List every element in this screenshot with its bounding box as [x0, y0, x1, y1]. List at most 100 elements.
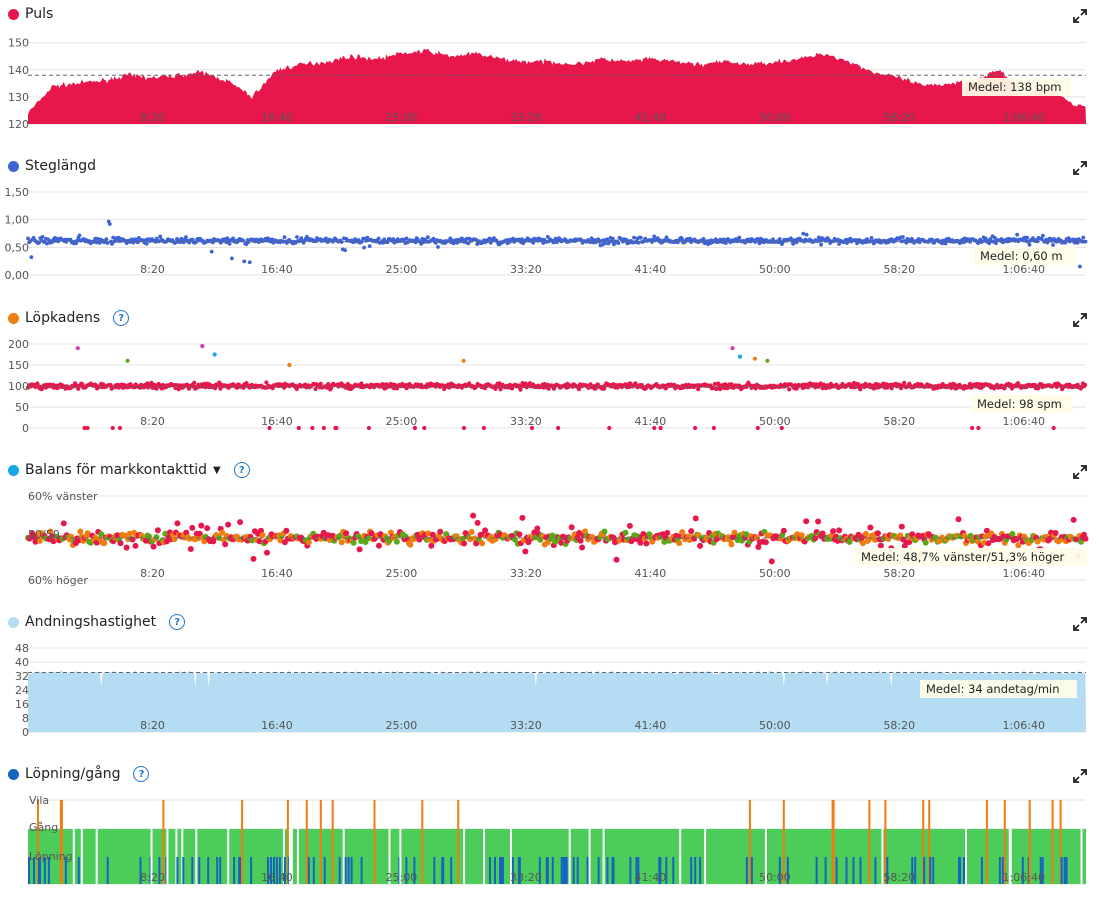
- steglangd-title: Steglängd: [25, 158, 96, 174]
- balance-point: [482, 527, 489, 534]
- cadence-point: [714, 386, 720, 391]
- balance-point: [117, 540, 124, 547]
- cadence-point: [481, 425, 486, 431]
- balans-help-icon[interactable]: ?: [233, 462, 250, 478]
- stride-point: [230, 256, 234, 261]
- puls-y-tick: 130: [8, 91, 29, 104]
- steglangd-expand-icon[interactable]: [1072, 160, 1088, 176]
- stride-point: [1027, 242, 1032, 247]
- puls-x-tick: 25:00: [386, 111, 418, 124]
- balance-point: [250, 555, 257, 562]
- gap-segment: [602, 829, 605, 884]
- breath-y-tick: 0: [22, 726, 29, 739]
- cadence-highlight-point: [287, 362, 292, 368]
- puls-x-tick: 41:40: [635, 111, 667, 124]
- lopkadens-expand-icon[interactable]: [1072, 312, 1088, 328]
- stride-point: [359, 239, 364, 244]
- lopkadens-help-icon[interactable]: ?: [113, 310, 130, 326]
- breath-x-tick: 41:40: [635, 719, 667, 732]
- balance-point: [577, 537, 584, 544]
- run-segment: [546, 857, 549, 884]
- run-segment: [886, 857, 889, 884]
- cadence-x-tick: 33:20: [510, 415, 542, 428]
- balans-expand-icon[interactable]: [1072, 464, 1088, 480]
- balance-point: [376, 542, 382, 549]
- rest-segment: [748, 800, 751, 884]
- cadence-point: [332, 383, 337, 388]
- run-segment: [405, 857, 408, 884]
- stride-y-tick: 0,50: [5, 241, 30, 254]
- balance-point: [473, 540, 480, 547]
- cadence-point: [412, 425, 417, 431]
- breath-y-tick: 24: [15, 684, 29, 697]
- balance-point: [909, 531, 916, 538]
- breath-y-tick: 8: [22, 712, 29, 725]
- breath-average-label-bg: [920, 680, 1077, 698]
- balance-point: [516, 531, 523, 538]
- stride-point: [29, 255, 34, 259]
- breath-x-tick: 58:20: [883, 719, 915, 732]
- gap-segment: [181, 829, 184, 884]
- activity-y-tick: Gång: [29, 821, 58, 834]
- gap-segment: [175, 829, 178, 884]
- puls-y-tick: 150: [8, 37, 29, 50]
- stride-point: [339, 240, 344, 244]
- run-segment: [914, 857, 917, 884]
- balans-dropdown-caret-icon[interactable]: ▼: [213, 464, 221, 476]
- gap-segment: [463, 829, 466, 884]
- run-segment: [489, 857, 491, 884]
- run-segment: [859, 857, 862, 884]
- stride-point: [324, 236, 328, 241]
- stride-point: [295, 235, 299, 239]
- lopning-title: Löpning/gång: [25, 766, 121, 782]
- cadence-point: [267, 425, 272, 431]
- run-segment: [360, 857, 363, 884]
- balance-point: [836, 527, 843, 534]
- balance-point: [459, 535, 466, 542]
- balance-point: [1015, 542, 1022, 549]
- andning-expand-icon[interactable]: [1072, 616, 1088, 632]
- andning-help-icon[interactable]: ?: [169, 614, 186, 630]
- breath-x-tick: 1:06:40: [1003, 719, 1045, 732]
- andning-header: Andningshastighet?: [8, 612, 186, 632]
- stride-point: [77, 233, 82, 238]
- run-segment: [216, 857, 219, 884]
- stride-point: [426, 235, 430, 240]
- lopning-expand-icon[interactable]: [1072, 768, 1088, 784]
- puls-expand-icon[interactable]: [1072, 8, 1088, 24]
- run-segment: [786, 857, 789, 884]
- cadence-point: [976, 425, 981, 431]
- gap-segment: [195, 829, 198, 884]
- balance-point: [283, 527, 290, 534]
- balance-x-tick: 33:20: [510, 567, 542, 580]
- cadence-point: [576, 387, 582, 392]
- stride-point: [721, 237, 726, 242]
- gap-segment: [704, 829, 707, 884]
- stride-point: [664, 235, 669, 240]
- run-segment: [267, 857, 269, 884]
- lopning-help-icon[interactable]: ?: [133, 766, 150, 782]
- cadence-point: [593, 386, 598, 391]
- rest-segment: [421, 800, 424, 884]
- cadence-point: [711, 425, 717, 431]
- cadence-x-tick: 1:06:40: [1003, 415, 1045, 428]
- cadence-point: [498, 387, 503, 392]
- activity-x-tick: 33:20: [510, 871, 542, 884]
- balance-point: [576, 530, 583, 536]
- stride-point: [632, 235, 636, 240]
- rest-segment: [60, 800, 63, 884]
- balance-point: [222, 541, 229, 548]
- run-segment: [874, 857, 877, 884]
- run-segment: [980, 857, 983, 884]
- cadence-point: [753, 386, 758, 391]
- run-segment: [635, 857, 638, 884]
- cadence-highlight-point: [125, 358, 130, 363]
- stride-point: [603, 241, 607, 246]
- gap-segment: [679, 829, 682, 884]
- stride-point: [1039, 237, 1044, 242]
- balance-x-tick: 50:00: [759, 567, 791, 580]
- cadence-highlight-point: [730, 346, 735, 351]
- run-segment: [350, 857, 353, 884]
- cadence-point: [321, 425, 326, 431]
- activity-y-tick: Löpning: [29, 850, 73, 863]
